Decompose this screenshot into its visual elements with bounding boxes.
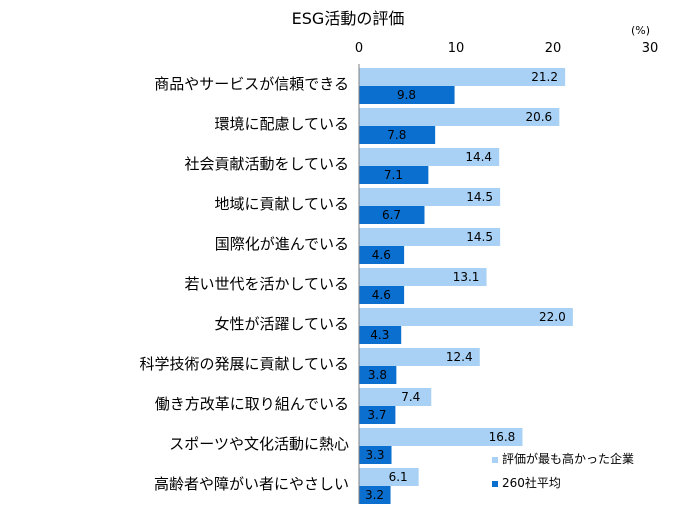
value-label: 6.7 — [382, 208, 401, 222]
legend-swatch — [492, 457, 498, 463]
value-label: 22.0 — [539, 310, 566, 324]
top-company-bar — [359, 148, 500, 166]
category-label: 社会貢献活動をしている — [184, 155, 349, 173]
value-label: 6.1 — [389, 470, 408, 484]
top-company-bar — [359, 228, 501, 246]
x-tick-label: 30 — [642, 41, 659, 56]
legend-label: 260社平均 — [502, 475, 561, 490]
legend-label: 評価が最も高かった企業 — [502, 451, 634, 466]
top-company-bar — [359, 268, 487, 286]
value-label: 16.8 — [489, 430, 516, 444]
average-bar — [359, 406, 396, 424]
value-label: 3.7 — [367, 408, 386, 422]
value-label: 14.5 — [466, 230, 493, 244]
value-label: 12.4 — [446, 350, 473, 364]
average-bar — [359, 206, 425, 224]
x-tick-label: 20 — [545, 41, 562, 56]
top-company-bar — [359, 468, 419, 486]
category-label: 地域に貢献している — [214, 195, 349, 213]
category-label: 商品やサービスが信頼できる — [154, 75, 349, 93]
value-label: 9.8 — [397, 88, 416, 102]
average-bar — [359, 326, 402, 344]
x-axis-ticks: 0 10 20 30 — [355, 41, 658, 56]
top-company-bar — [359, 188, 501, 206]
top-company-bar — [359, 308, 573, 326]
x-tick-label: 0 — [355, 41, 363, 56]
legend-swatch — [492, 481, 498, 487]
top-company-bar — [359, 428, 523, 446]
average-bar — [359, 166, 429, 184]
value-label: 3.3 — [365, 448, 384, 462]
category-label: 科学技術の発展に貢献している — [139, 355, 349, 373]
average-bar — [359, 446, 392, 464]
top-company-bar — [359, 68, 566, 86]
value-label: 14.4 — [465, 150, 492, 164]
value-label: 7.1 — [384, 168, 403, 182]
category-label: 女性が活躍している — [214, 315, 349, 333]
value-label: 13.1 — [453, 270, 480, 284]
category-label: 高齢者や障がい者にやさしい — [154, 475, 349, 493]
value-label: 7.8 — [387, 128, 406, 142]
category-labels: 商品やサービスが信頼できる環境に配慮している社会貢献活動をしている地域に貢献して… — [139, 75, 349, 493]
average-bar — [359, 486, 391, 504]
value-label: 3.2 — [365, 488, 384, 502]
value-label: 21.2 — [531, 70, 558, 84]
category-label: 環境に配慮している — [214, 115, 349, 133]
average-bar — [359, 86, 455, 104]
legend: 評価が最も高かった企業 260社平均 — [492, 451, 634, 490]
value-label: 4.3 — [370, 328, 389, 342]
average-bar — [359, 366, 397, 384]
average-bar — [359, 286, 405, 304]
value-label: 3.8 — [368, 368, 387, 382]
chart-title: ESG活動の評価 — [292, 9, 405, 28]
average-bar — [359, 126, 436, 144]
value-label: 20.6 — [525, 110, 552, 124]
top-company-bar — [359, 388, 432, 406]
value-label: 4.6 — [372, 288, 391, 302]
value-label: 4.6 — [372, 248, 391, 262]
category-label: スポーツや文化活動に熱心 — [169, 435, 349, 453]
value-label: 7.4 — [401, 390, 420, 404]
top-company-bar — [359, 108, 560, 126]
category-label: 若い世代を活かしている — [184, 275, 349, 293]
category-label: 働き方改革に取り組んでいる — [155, 395, 349, 413]
bars: 21.2 20.6 14.4 14.5 14.5 13.1 22.0 12.4 7.4 16.8 6… — [359, 68, 573, 504]
value-label: 14.5 — [466, 190, 493, 204]
top-company-bar — [359, 348, 480, 366]
category-label: 国際化が進んでいる — [215, 235, 349, 253]
unit-label: (%) — [631, 24, 650, 37]
average-bar — [359, 246, 405, 264]
x-tick-label: 10 — [448, 41, 465, 56]
